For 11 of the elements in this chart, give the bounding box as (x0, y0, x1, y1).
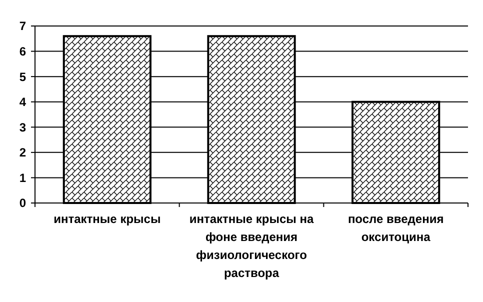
y-tick-label: 2 (19, 146, 26, 160)
x-tick-label: интактные крысы на фоне введения физиологического раствора (189, 212, 314, 280)
x-tick-label: после введения окситоцина (348, 212, 444, 244)
y-tick-label: 6 (19, 44, 26, 58)
y-tick-label: 3 (19, 120, 26, 134)
y-tick-label: 1 (19, 170, 26, 185)
y-tick-label: 5 (19, 70, 26, 84)
y-tick-label: 7 (19, 19, 26, 34)
x-tick-label: интактные крысы (54, 212, 161, 226)
y-tick-label: 0 (19, 196, 26, 210)
y-tick-label: 4 (19, 95, 26, 110)
